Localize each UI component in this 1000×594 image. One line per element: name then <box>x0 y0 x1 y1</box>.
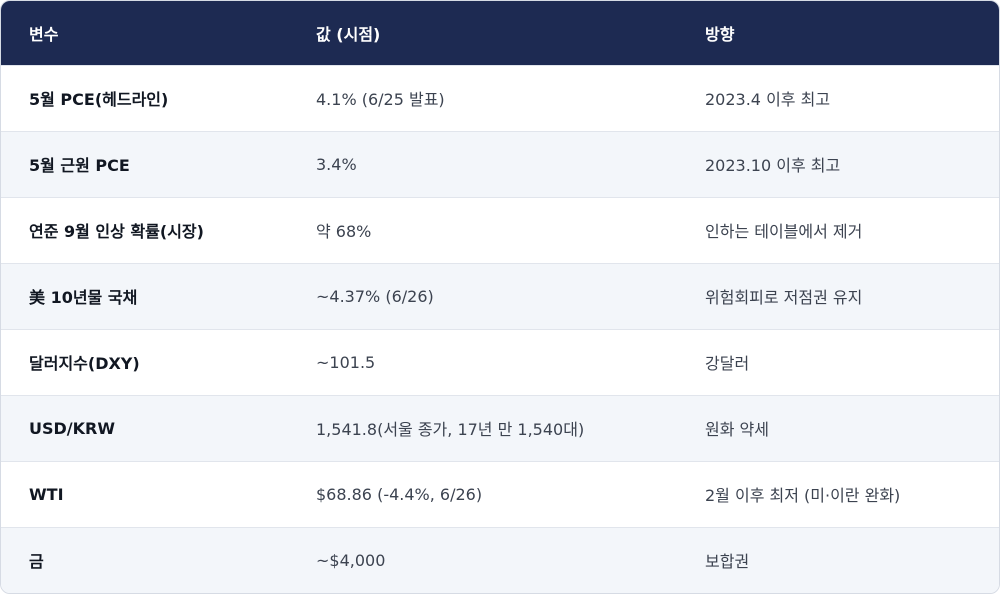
cell-direction: 위험회피로 저점권 유지 <box>705 288 863 307</box>
cell-variable: 금 <box>29 552 44 572</box>
table-row: 5월 근원 PCE 3.4% 2023.10 이후 최고 <box>1 131 999 197</box>
header-variable: 변수 <box>29 24 59 44</box>
header-row: 변수 값 (시점) 방향 <box>1 1 999 65</box>
cell-direction: 2023.10 이후 최고 <box>705 156 841 175</box>
cell-value: 1,541.8(서울 종가, 17년 만 1,540대) <box>316 420 585 439</box>
cell-variable: 연준 9월 인상 확률(시장) <box>29 222 204 241</box>
cell-value: 약 68% <box>316 222 372 241</box>
cell-variable: 5월 PCE(헤드라인) <box>29 90 169 109</box>
header-direction: 방향 <box>705 24 735 44</box>
cell-value: $68.86 (-4.4%, 6/26) <box>316 484 483 504</box>
cell-direction: 2월 이후 최저 (미·이란 완화) <box>705 486 901 505</box>
cell-variable: 달러지수(DXY) <box>29 354 140 373</box>
table-row: 5월 PCE(헤드라인) 4.1% (6/25 발표) 2023.4 이후 최고 <box>1 65 999 131</box>
cell-value: ~101.5 <box>316 352 376 372</box>
table-header: 변수 값 (시점) 방향 <box>1 1 999 65</box>
cell-variable: 美 10년물 국채 <box>29 288 138 307</box>
cell-value: ~$4,000 <box>316 550 386 570</box>
table-row: 美 10년물 국채 ~4.37% (6/26) 위험회피로 저점권 유지 <box>1 263 999 329</box>
cell-direction: 원화 약세 <box>705 420 769 439</box>
cell-direction: 강달러 <box>705 354 750 373</box>
header-value: 값 (시점) <box>316 24 381 44</box>
cell-value: 3.4% <box>316 154 357 174</box>
cell-direction: 인하는 테이블에서 제거 <box>705 222 863 241</box>
cell-direction: 2023.4 이후 최고 <box>705 90 831 109</box>
table-row: WTI $68.86 (-4.4%, 6/26) 2월 이후 최저 (미·이란 … <box>1 461 999 527</box>
table-row: 연준 9월 인상 확률(시장) 약 68% 인하는 테이블에서 제거 <box>1 197 999 263</box>
cell-variable: USD/KRW <box>29 418 116 438</box>
table-row: 금 ~$4,000 보합권 <box>1 527 999 593</box>
cell-direction: 보합권 <box>705 552 750 572</box>
table-row: 달러지수(DXY) ~101.5 강달러 <box>1 329 999 395</box>
cell-value: 4.1% (6/25 발표) <box>316 90 445 109</box>
cell-value: ~4.37% (6/26) <box>316 286 434 306</box>
table-body: 5월 PCE(헤드라인) 4.1% (6/25 발표) 2023.4 이후 최고… <box>1 65 999 593</box>
cell-variable: 5월 근원 PCE <box>29 156 130 175</box>
cell-variable: WTI <box>29 484 64 504</box>
table-row: USD/KRW 1,541.8(서울 종가, 17년 만 1,540대) 원화 … <box>1 395 999 461</box>
